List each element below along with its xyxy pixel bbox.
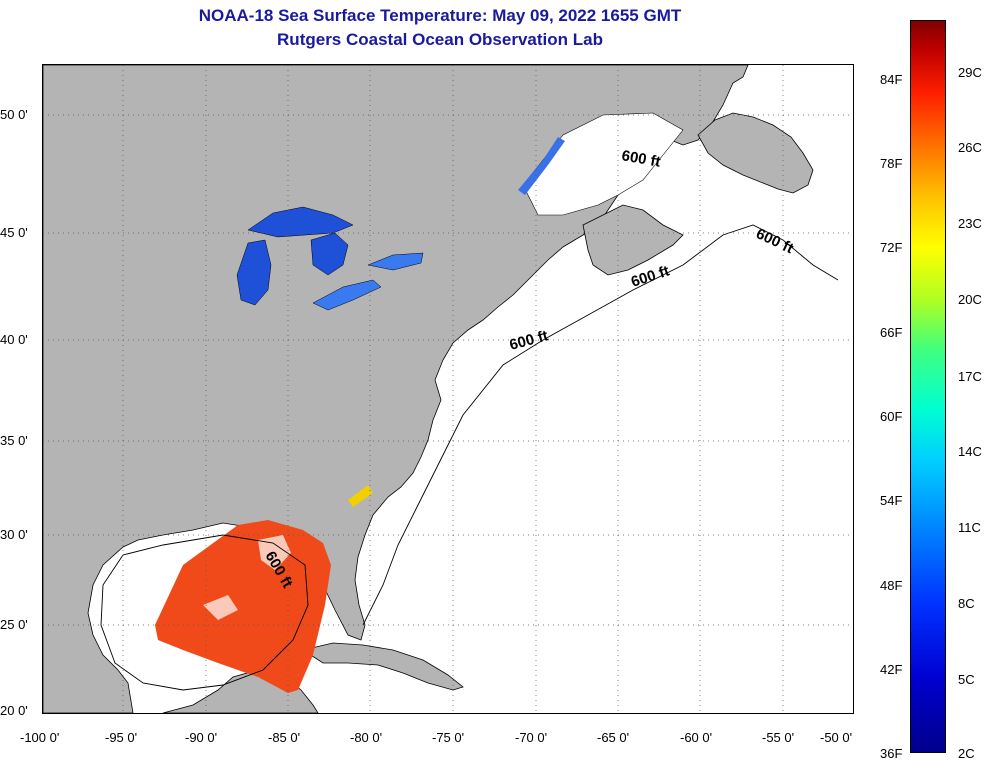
isobath-label: 600 ft (629, 263, 672, 291)
colorbar-f-label: 42F (880, 662, 903, 677)
lake-ontario (367, 252, 424, 271)
map-title: NOAA-18 Sea Surface Temperature: May 09,… (198, 6, 682, 25)
lake-huron (310, 232, 349, 276)
colorbar-c-label: 23C (958, 216, 982, 231)
lake-superior (247, 206, 354, 238)
colorbar-f-label: 60F (880, 409, 903, 424)
isobath-600ft-gulf (100, 534, 309, 691)
isobath-label: 600 ft (753, 225, 796, 257)
lat-label: 25 0' (0, 617, 28, 632)
lake-erie (312, 279, 382, 311)
lat-label: 40 0' (0, 332, 28, 347)
colorbar-f-label: 72F (880, 240, 903, 255)
colorbar-f-label: 54F (880, 493, 903, 508)
temperature-colorbar (910, 20, 946, 753)
lat-label: 20 0' (0, 703, 28, 718)
lon-label: -95 0' (105, 730, 138, 745)
colorbar-c-label: 17C (958, 369, 982, 384)
colorbar-c-label: 29C (958, 65, 982, 80)
colorbar-c-label: 14C (958, 444, 982, 459)
lon-label: -65 0' (597, 730, 630, 745)
colorbar-c-label: 11C (958, 520, 981, 535)
gulf-st-lawrence (522, 112, 684, 216)
land-cuba (301, 642, 464, 691)
lon-label: -50 0' (820, 730, 853, 745)
lon-label: -85 0' (268, 730, 301, 745)
lat-label: 35 0' (0, 433, 28, 448)
lat-label: 30 0' (0, 527, 28, 542)
lon-label: -80 0' (350, 730, 383, 745)
lon-label: -100 0' (20, 730, 60, 745)
lon-label: -60 0' (680, 730, 713, 745)
land-maritimes (582, 204, 684, 276)
isobath-label: 600 ft (620, 147, 662, 171)
colorbar-c-label: 5C (958, 672, 975, 687)
colorbar-f-label: 48F (880, 578, 903, 593)
isobath-label: 600 ft (508, 327, 550, 354)
isobath-600ft (362, 224, 839, 626)
colorbar-f-label: 84F (880, 72, 903, 87)
land-newfoundland (697, 112, 814, 194)
lat-label: 45 0' (0, 225, 28, 240)
colorbar-f-label: 78F (880, 156, 903, 171)
sc-coastal-sst (348, 485, 373, 507)
lake-michigan (236, 239, 272, 306)
sst-swath-clouds (203, 535, 291, 620)
colorbar-c-label: 26C (958, 140, 982, 155)
lon-label: -75 0' (432, 730, 465, 745)
st-lawrence-water (518, 137, 565, 195)
sst-swath-gulf (155, 520, 331, 693)
colorbar-c-label: 8C (958, 596, 975, 611)
colorbar-f-label: 66F (880, 325, 903, 340)
sst-map: 600 ft 600 ft 600 ft 600 ft 600 ft (42, 64, 854, 714)
colorbar-c-label: 20C (958, 292, 982, 307)
lon-label: -55 0' (762, 730, 795, 745)
lat-label: 50 0' (0, 107, 28, 122)
lon-label: -90 0' (185, 730, 218, 745)
lon-label: -70 0' (515, 730, 548, 745)
graticule (43, 65, 853, 713)
colorbar-c-label: 2C (958, 746, 975, 761)
colorbar-f-label: 36F (880, 746, 903, 761)
map-subtitle: Rutgers Coastal Ocean Observation Lab (277, 30, 603, 49)
